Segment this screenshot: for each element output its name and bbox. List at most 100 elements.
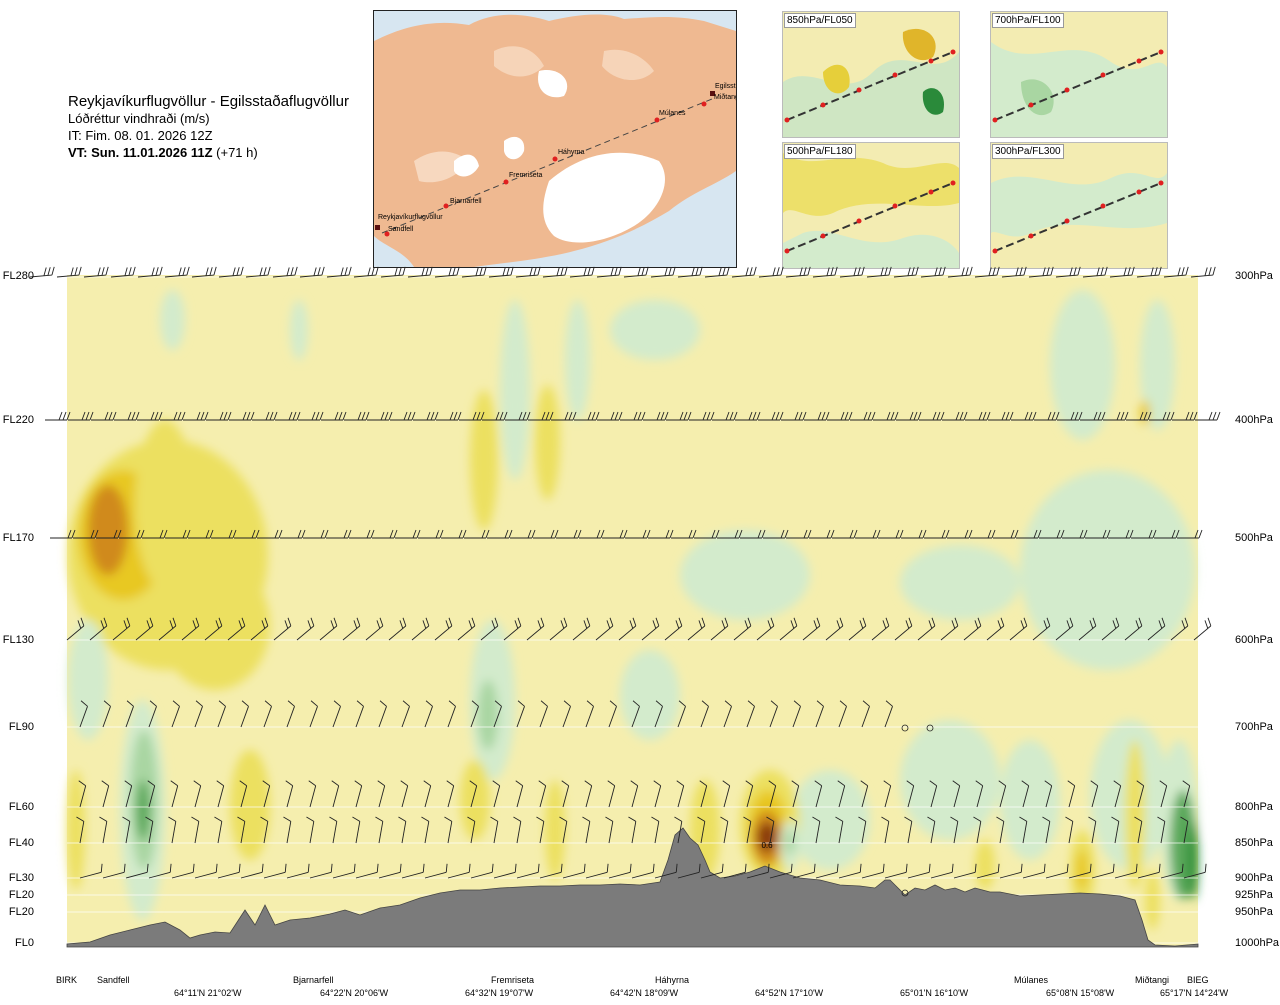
wind-barb-feather: [384, 411, 389, 421]
wind-barb: [861, 700, 870, 728]
fl-label: FL280: [2, 270, 34, 282]
wind-barb: [569, 266, 595, 278]
wind-barb-staff: [240, 785, 248, 808]
wind-barb: [349, 529, 375, 539]
wind-barb-staff: [884, 821, 890, 844]
velocity-region: [1050, 290, 1115, 440]
wind-barb-feather: [776, 267, 780, 276]
hpa-label: 925hPa: [1235, 889, 1273, 901]
wind-barb: [262, 780, 271, 808]
wind-barb-feather: [265, 411, 270, 421]
wind-barb-feather: [126, 700, 134, 707]
wind-barb: [814, 780, 823, 808]
wind-barb-feather: [848, 411, 853, 421]
wind-barb: [1108, 529, 1134, 539]
wind-barb-feather: [388, 411, 393, 421]
wind-barb-feather: [991, 529, 996, 539]
wind-barb-feather: [306, 816, 315, 822]
wind-barb-staff: [217, 871, 240, 879]
wind-barb-feather: [246, 411, 251, 421]
wind-barb-feather: [429, 266, 433, 276]
wind-barb: [367, 411, 393, 421]
wind-barb-feather: [457, 411, 462, 421]
thumbnail-850hpa[interactable]: 850hPa/FL050: [782, 11, 960, 138]
place-marker: [552, 156, 558, 162]
wind-barb-staff: [194, 785, 202, 808]
wind-barb-feather: [278, 529, 283, 539]
wind-barb-staff: [1137, 871, 1160, 879]
wind-barb-feather: [468, 863, 471, 873]
wind-barb: [551, 411, 577, 421]
wind-barb-feather: [178, 267, 182, 276]
wind-barb: [148, 700, 157, 728]
wind-barb-feather: [78, 266, 82, 276]
wind-barb-feather: [1125, 529, 1130, 539]
wind-barb-feather: [403, 411, 408, 421]
wind-barb-feather: [674, 816, 683, 822]
wind-barb-feather: [669, 529, 674, 539]
wind-barb-feather: [1208, 267, 1212, 276]
velocity-region: [88, 485, 128, 575]
wind-barb: [342, 617, 361, 641]
wind-barb: [653, 780, 662, 808]
wind-barb-staff: [493, 785, 501, 808]
wind-barb: [372, 529, 398, 539]
wind-barb-feather: [550, 529, 555, 539]
wind-barb-feather: [1161, 617, 1166, 627]
wind-barb-feather: [607, 780, 615, 787]
terrain-profile: [66, 827, 1199, 948]
wind-barb: [1085, 529, 1111, 539]
wind-barb-feather: [77, 620, 82, 629]
wind-barb: [344, 411, 370, 421]
wind-barb-feather: [205, 529, 210, 539]
thumbnail-500hpa[interactable]: 500hPa/FL180: [782, 142, 960, 269]
wind-barb-feather: [526, 411, 531, 421]
velocity-region: [230, 750, 270, 860]
fl-label: FL60: [8, 801, 34, 813]
wind-barb: [112, 617, 131, 641]
wind-barb-staff: [930, 785, 938, 808]
wind-barb: [1001, 266, 1027, 278]
wind-barb-feather: [1066, 620, 1071, 629]
wind-barb-feather: [1023, 266, 1027, 276]
wind-barb-feather: [286, 267, 290, 276]
wind-barb: [1111, 816, 1120, 844]
wind-barb: [441, 529, 467, 539]
wind-barb-feather: [687, 411, 692, 421]
wind-barb-feather: [813, 863, 816, 873]
wind-barb-feather: [122, 816, 131, 822]
wind-barb-staff: [930, 821, 936, 844]
wind-barb: [559, 816, 568, 844]
wind-barb-feather: [237, 816, 246, 822]
wind-barb-feather: [803, 529, 808, 539]
wind-barb-feather: [195, 700, 203, 707]
wind-barb-feather: [1112, 863, 1115, 873]
wind-barb-feather: [494, 700, 502, 707]
wind-barb-feather: [218, 700, 226, 707]
wind-barb-feather: [494, 617, 499, 627]
thumbnail-700hpa[interactable]: 700hPa/FL100: [990, 11, 1168, 138]
wind-barb: [298, 411, 324, 421]
wind-barb: [482, 411, 508, 421]
fl-label: FL220: [2, 414, 34, 426]
wind-barb-feather: [151, 267, 155, 276]
wind-barb-staff: [723, 706, 732, 728]
wind-barb: [470, 700, 479, 728]
wind-barb: [763, 529, 789, 539]
wind-barb-feather: [393, 529, 398, 539]
wind-barb-staff: [539, 706, 548, 728]
wind-barb-feather: [510, 266, 514, 276]
velocity-region: [610, 300, 700, 360]
wind-barb-feather: [445, 620, 450, 629]
wind-barb: [457, 617, 476, 641]
wind-barb-feather: [772, 267, 776, 276]
wind-barb: [1180, 816, 1189, 844]
wind-barb-staff: [838, 785, 846, 808]
wind-barb-staff: [424, 706, 433, 728]
wind-barb-staff: [815, 821, 821, 844]
wind-barb-feather: [988, 267, 992, 276]
wind-barb-feather: [628, 816, 637, 822]
wind-barb-feather: [274, 529, 279, 539]
wind-barb-feather: [1139, 411, 1144, 421]
thumbnail-300hpa[interactable]: 300hPa/FL300: [990, 142, 1168, 269]
